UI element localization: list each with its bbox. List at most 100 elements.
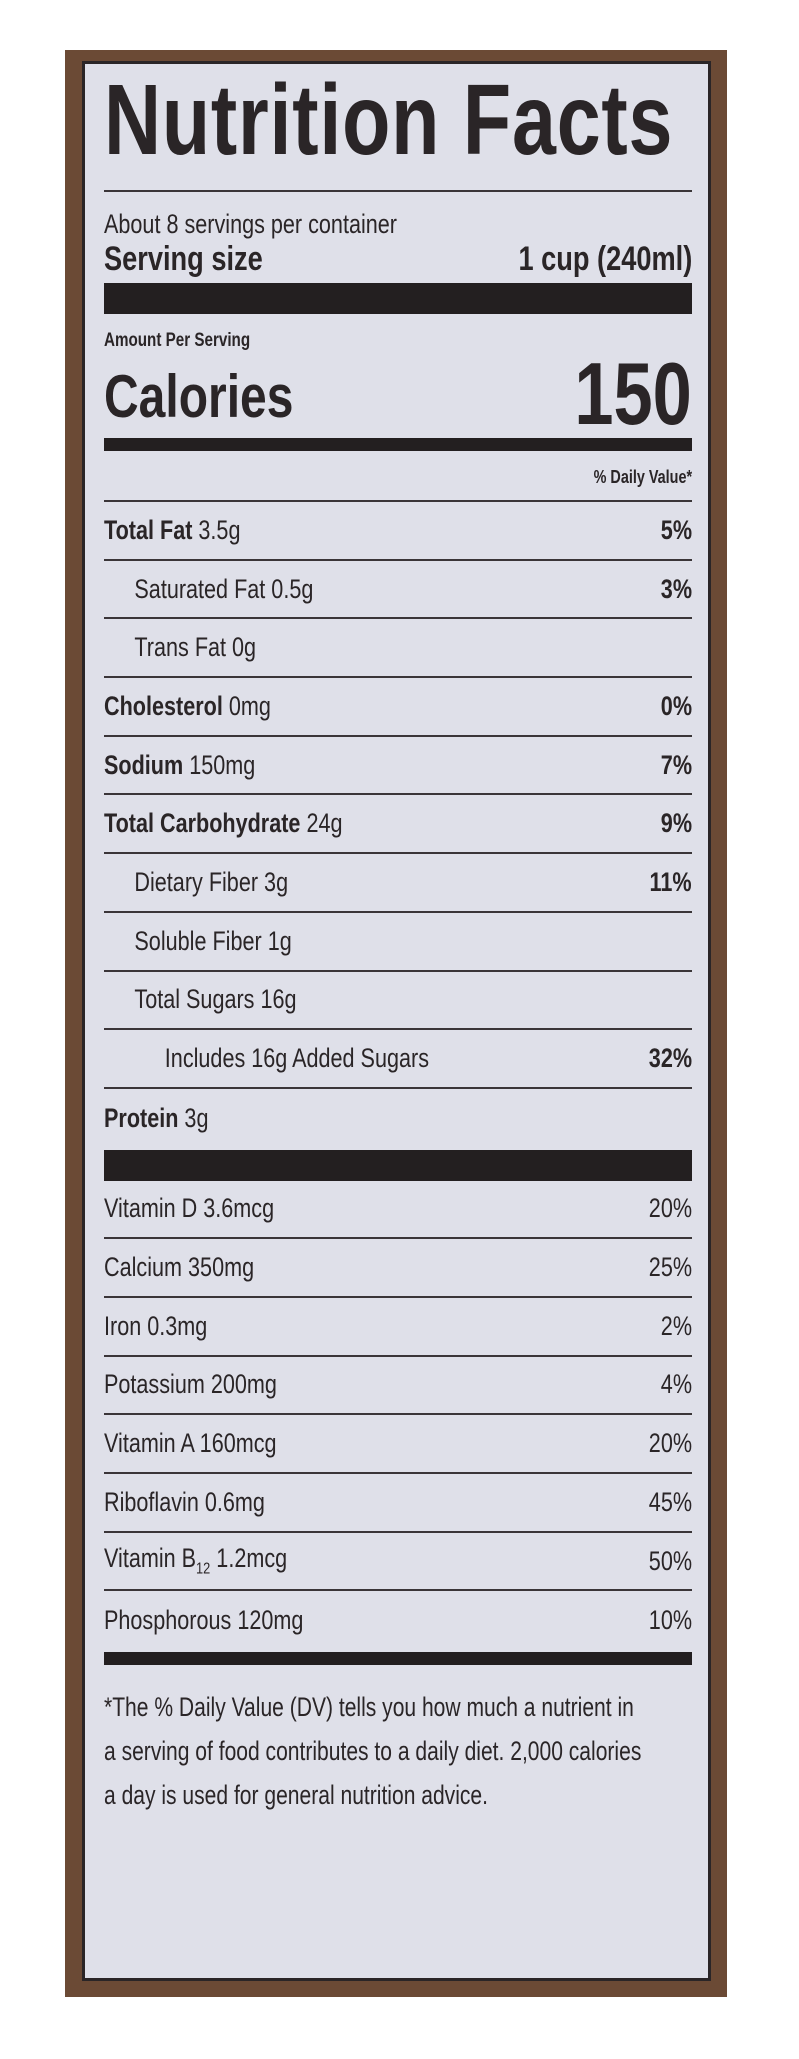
nutrient-label: Saturated Fat 0.5g [104, 574, 313, 605]
nutrient-list: Total Fat 3.5g 5% Saturated Fat 0.5g 3% Tran… [104, 502, 692, 1148]
vitamin-amount: 120mg [237, 1605, 304, 1636]
nutrient-name: Trans Fat [134, 632, 227, 663]
vitamin-subscript: 12 [196, 1560, 211, 1578]
nutrient-name: Includes 16g Added Sugars [164, 1043, 430, 1074]
calories-label: Calories [104, 363, 294, 430]
vitamin-list: Vitamin D 3.6mcg 20% Calcium 350mg 25% Iron … [104, 1181, 692, 1651]
vitamin-amount: 160mcg [199, 1428, 277, 1459]
nutrient-amount: 0.5g [271, 573, 314, 604]
nutrient-name: Total Carbohydrate [104, 808, 301, 839]
vitamin-row: Vitamin D 3.6mcg 20% [104, 1181, 692, 1240]
nutrition-facts-label: Nutrition Facts About 8 servings per con… [104, 61, 692, 1817]
nutrient-amount: 3g [264, 866, 289, 897]
vitamin-name: Vitamin B [104, 1543, 197, 1574]
nutrient-amount: 16g [260, 984, 297, 1015]
vitamin-row: Calcium 350mg 25% [104, 1239, 692, 1298]
vitamin-row: Riboflavin 0.6mg 45% [104, 1474, 692, 1533]
vitamin-amount: 0.6mg [204, 1486, 265, 1517]
vitamin-daily-value: 2% [660, 1310, 692, 1341]
vitamin-row: Iron 0.3mg 2% [104, 1298, 692, 1357]
nutrient-label: Cholesterol 0mg [104, 691, 271, 722]
vitamin-row: Vitamin B12 1.2mcg 50% [104, 1533, 692, 1592]
amount-per-serving: Amount Per Serving [104, 314, 692, 351]
vitamin-name: Vitamin D [104, 1193, 198, 1224]
nutrient-daily-value: 0% [660, 690, 692, 721]
vitamin-name: Potassium [104, 1369, 205, 1400]
nutrient-daily-value: 9% [660, 808, 692, 839]
vitamin-row: Vitamin A 160mcg 20% [104, 1415, 692, 1474]
nutrient-daily-value: 32% [648, 1043, 692, 1074]
servings-per-container: About 8 servings per container [104, 192, 692, 242]
thick-divider [104, 283, 692, 314]
vitamin-name: Vitamin A [104, 1428, 194, 1459]
title-text: Nutrition Facts [104, 64, 674, 176]
nutrient-name: Soluble Fiber [134, 925, 262, 956]
nutrient-name: Cholesterol [104, 690, 223, 721]
vitamin-label: Riboflavin 0.6mg [104, 1487, 265, 1518]
footnote-line: a day is used for general nutrition advi… [104, 1773, 692, 1817]
nutrient-name: Total Fat [104, 514, 193, 545]
vitamin-row: Potassium 200mg 4% [104, 1357, 692, 1416]
nutrient-amount: 0mg [228, 690, 271, 721]
nutrient-row: Dietary Fiber 3g 11% [104, 854, 692, 913]
nutrient-label: Dietary Fiber 3g [104, 867, 288, 898]
nutrient-daily-value: 3% [660, 573, 692, 604]
vitamin-name: Phosphorous [104, 1605, 232, 1636]
vitamin-label: Calcium 350mg [104, 1252, 254, 1283]
nutrient-row: Sodium 150mg 7% [104, 737, 692, 796]
nutrient-daily-value: 7% [660, 749, 692, 780]
nutrient-label: Total Sugars 16g [104, 984, 297, 1015]
vitamin-label: Vitamin D 3.6mcg [104, 1193, 274, 1224]
medium-divider [104, 1652, 692, 1666]
vitamin-daily-value: 20% [648, 1193, 692, 1224]
nutrient-label: Sodium 150mg [104, 750, 255, 781]
vitamin-label: Iron 0.3mg [104, 1311, 207, 1342]
footnote-line: *The % Daily Value (DV) tells you how mu… [104, 1685, 692, 1729]
nutrient-row: Includes 16g Added Sugars 32% [104, 1030, 692, 1089]
nutrient-amount: 3g [184, 1102, 209, 1133]
vitamin-daily-value: 4% [660, 1369, 692, 1400]
vitamin-amount: 200mg [210, 1369, 277, 1400]
vitamin-daily-value: 10% [648, 1605, 692, 1636]
amount-text: Amount Per Serving [104, 330, 251, 351]
nutrient-label: Soluble Fiber 1g [104, 925, 292, 957]
nutrient-name: Sodium [104, 749, 184, 780]
nutrient-amount: 1g [267, 925, 292, 956]
nutrient-label: Trans Fat 0g [104, 632, 256, 663]
serving-size-row: Serving size 1 cup (240ml) [104, 242, 692, 283]
daily-value-header: % Daily Value* [104, 451, 692, 502]
serving-size-value: 1 cup (240ml) [518, 240, 692, 278]
vitamin-label: Vitamin A 160mcg [104, 1428, 277, 1459]
nutrient-label: Protein 3g [104, 1103, 208, 1134]
calories-value: 150 [574, 344, 692, 443]
daily-value-text: % Daily Value* [593, 467, 692, 487]
nutrient-name: Total Sugars [134, 984, 255, 1015]
thick-divider [104, 1149, 692, 1181]
vitamin-name: Riboflavin [104, 1486, 199, 1517]
nutrient-amount: 24g [306, 808, 343, 839]
nutrient-row: Total Carbohydrate 24g 9% [104, 795, 692, 855]
nutrient-daily-value: 11% [649, 866, 692, 897]
footnote: *The % Daily Value (DV) tells you how mu… [104, 1685, 692, 1817]
vitamin-daily-value: 20% [648, 1428, 692, 1459]
servings-text: About 8 servings per container [104, 209, 397, 239]
vitamin-amount: 1.2mcg [216, 1543, 288, 1574]
serving-size-label: Serving size [104, 240, 263, 278]
footnote-text: a day is used for general nutrition advi… [104, 1780, 488, 1811]
nutrient-daily-value: 5% [660, 514, 692, 545]
footnote-text: *The % Daily Value (DV) tells you how mu… [104, 1692, 634, 1723]
calories-row: Calories 150 [104, 346, 692, 438]
vitamin-daily-value: 25% [648, 1252, 692, 1283]
nutrient-row: Trans Fat 0g [104, 619, 692, 679]
nutrient-amount: 3.5g [198, 514, 241, 545]
nutrient-name: Protein [104, 1102, 179, 1133]
nutrient-label: Includes 16g Added Sugars [104, 1043, 429, 1074]
vitamin-amount: 350mg [188, 1252, 255, 1283]
vitamin-label: Vitamin B12 1.2mcg [104, 1543, 287, 1578]
vitamin-amount: 0.3mg [147, 1310, 208, 1341]
nutrient-label: Total Carbohydrate 24g [104, 808, 342, 839]
nutrient-name: Saturated Fat [134, 573, 266, 604]
vitamin-daily-value: 50% [648, 1545, 692, 1576]
vitamin-name: Iron [104, 1310, 142, 1341]
vitamin-daily-value: 45% [648, 1486, 692, 1517]
